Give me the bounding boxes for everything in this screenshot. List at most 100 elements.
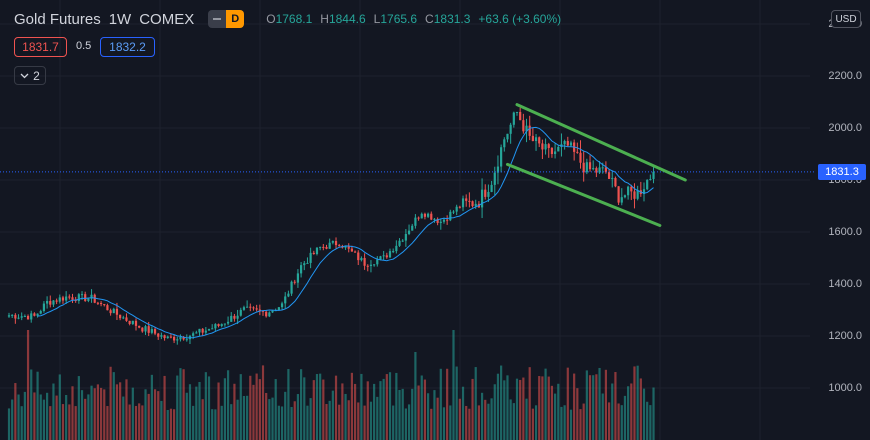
candle-body — [71, 297, 74, 300]
candle-body — [96, 302, 99, 304]
candle-body — [649, 178, 652, 180]
volume-bar — [461, 386, 465, 440]
low-value: 1765.6 — [380, 12, 418, 26]
volume-bar — [601, 393, 604, 440]
volume-bar — [385, 374, 388, 440]
candle-body — [322, 246, 325, 248]
volume-bar — [173, 409, 176, 440]
buy-button[interactable]: 1832.2 — [100, 37, 155, 57]
open-label: O — [266, 12, 276, 26]
candle-body — [503, 139, 506, 148]
candle-body — [557, 146, 560, 152]
candle-body — [204, 330, 207, 333]
candle-body — [290, 281, 293, 294]
candle-body — [131, 320, 134, 324]
volume-bar — [452, 330, 455, 440]
candle-body — [58, 297, 61, 302]
volume-bar — [169, 408, 173, 440]
candle-body — [150, 329, 153, 333]
candle-body — [525, 125, 528, 132]
volume-bar — [17, 394, 20, 440]
candle-body — [112, 308, 115, 314]
volume-bar — [287, 369, 290, 440]
volume-bar — [26, 330, 30, 440]
indicators-toggle-button[interactable]: 2 — [14, 66, 46, 85]
volume-bar — [68, 404, 71, 440]
volume-bar — [373, 383, 376, 440]
volume-bar — [547, 376, 550, 440]
volume-bar — [407, 404, 411, 440]
interval-label[interactable]: 1W — [108, 10, 132, 28]
candle-body — [398, 240, 401, 246]
candle-body — [646, 179, 649, 190]
volume-bar — [423, 379, 427, 440]
candle-body — [39, 311, 42, 314]
volume-bar — [493, 384, 496, 440]
candle-body — [528, 125, 531, 136]
candle-body — [414, 217, 417, 226]
candle-body — [595, 168, 598, 173]
market-status-badge[interactable]: D — [208, 10, 245, 28]
channel-upper-line[interactable] — [515, 103, 687, 182]
volume-bar — [334, 375, 338, 440]
candle-body — [7, 315, 11, 317]
price-tick-label: 1600.0 — [828, 226, 862, 238]
candle-body — [242, 307, 246, 310]
candle-body — [547, 144, 550, 148]
candle-body — [144, 326, 147, 332]
volume-bar — [344, 393, 347, 440]
volume-bar — [350, 372, 353, 440]
volume-bar — [217, 382, 220, 440]
currency-button[interactable]: USD — [831, 10, 861, 28]
candle-body — [49, 300, 52, 305]
candle-body — [328, 242, 331, 249]
volume-bar — [80, 390, 84, 440]
candle-body — [436, 218, 439, 223]
candle-body — [223, 323, 226, 325]
volume-bar — [96, 384, 99, 440]
candle-body — [471, 201, 474, 207]
volume-bar — [128, 404, 131, 440]
volume-bar — [157, 391, 160, 440]
sell-button[interactable]: 1831.7 — [14, 37, 67, 57]
volume-bar — [274, 379, 277, 440]
volume-bar — [226, 370, 230, 440]
volume-bar — [636, 365, 639, 440]
candle-body — [566, 141, 569, 146]
candle-body — [239, 309, 242, 316]
volume-bar — [144, 389, 147, 440]
candle-body — [303, 263, 306, 266]
volume-bar — [153, 389, 157, 440]
volume-bar — [398, 389, 401, 440]
volume-bar — [71, 386, 74, 440]
candle-body — [325, 246, 328, 249]
volume-bar — [188, 384, 192, 440]
volume-bar — [588, 375, 592, 440]
volume-bar — [544, 368, 547, 440]
candle-body — [407, 230, 411, 234]
legend-header: Gold Futures 1W COMEX D O1768.1 H1844.6 … — [14, 9, 561, 29]
candle-body — [163, 335, 166, 339]
candle-body — [312, 252, 315, 255]
volume-bar — [512, 403, 515, 440]
symbol-name[interactable]: Gold Futures — [14, 10, 101, 28]
candle-body — [33, 313, 36, 316]
volume-bar — [569, 409, 573, 440]
candle-body — [176, 339, 179, 341]
volume-bar — [147, 393, 150, 440]
candle-body — [84, 294, 87, 301]
candle-body — [80, 294, 84, 296]
volume-bar — [198, 381, 201, 440]
candle-body — [26, 315, 30, 320]
candle-body — [14, 314, 17, 319]
candle-body — [217, 324, 220, 326]
candle-body — [147, 326, 150, 333]
candle-body — [493, 172, 496, 185]
candle-body — [233, 315, 236, 319]
candle-body — [496, 166, 500, 173]
channel-lower-line[interactable] — [505, 162, 662, 227]
candle-body — [452, 211, 455, 213]
volume-bar — [134, 405, 138, 440]
candle-body — [617, 186, 620, 203]
